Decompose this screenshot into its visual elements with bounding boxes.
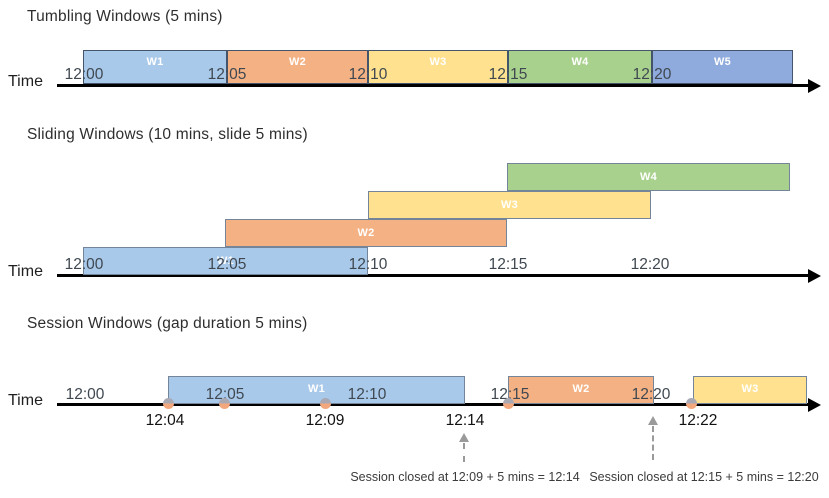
session-window-w1-label: W1 (307, 383, 326, 395)
sliding-tick-1215: 12:15 (488, 256, 528, 273)
sliding-tick-1205: 12:05 (207, 256, 247, 273)
tumbling-window-w5-label: W5 (713, 56, 732, 68)
sliding-window-w2 (225, 219, 507, 247)
event-label-1204: 12:04 (145, 412, 185, 429)
tumbling-tick-1210: 12:10 (348, 66, 388, 83)
tumbling-window-w4-label: W4 (571, 56, 589, 68)
sliding-axis-arrow-icon (808, 269, 821, 283)
tumbling-window-w3-label: W3 (429, 56, 447, 68)
event-label-1209: 12:09 (305, 412, 345, 429)
sliding-window-w3 (368, 191, 651, 219)
event-dot-1215 (503, 398, 514, 409)
sliding-window-w4-label: W4 (639, 171, 658, 183)
tumbling-window-w2-label: W2 (288, 56, 307, 68)
sliding-window-w1-label: W1 (216, 255, 235, 267)
sliding-tick-1210: 12:10 (348, 256, 388, 273)
callout-arrow-1-head-icon (459, 433, 469, 442)
tumbling-axis-line (57, 84, 812, 87)
event-label-1214: 12:14 (445, 412, 485, 429)
event-dot-1209 (320, 398, 331, 409)
tumbling-tick-1220: 12:20 (632, 66, 672, 83)
sliding-window-w1 (83, 247, 368, 275)
annotation-session-closed-1220: Session closed at 12:15 + 5 mins = 12:20 (589, 470, 819, 484)
callout-arrow-2-head-icon (648, 416, 658, 425)
callout-arrow-1-stem (463, 443, 465, 462)
callout-arrow-2-stem (652, 426, 654, 460)
tumbling-tick-1205: 12:05 (207, 66, 247, 83)
tumbling-time-label: Time (8, 73, 43, 90)
sliding-axis-line (57, 274, 812, 277)
tumbling-window-w1-label: W1 (146, 56, 164, 68)
event-label-1222: 12:22 (678, 412, 718, 429)
session-tick-1205: 12:05 (205, 386, 245, 403)
session-tick-1210: 12:10 (347, 386, 387, 403)
session-title: Session Windows (gap duration 5 mins) (27, 315, 308, 332)
sliding-time-label: Time (8, 263, 43, 280)
tumbling-tick-1200: 12:00 (64, 66, 104, 83)
session-tick-1220: 12:20 (631, 386, 671, 403)
session-axis-line (57, 403, 812, 406)
tumbling-window-w5 (652, 50, 793, 84)
event-dot-1222 (686, 398, 697, 409)
session-window-w3 (693, 376, 807, 404)
tumbling-window-w4 (508, 50, 652, 84)
tumbling-tick-1215: 12:15 (488, 66, 528, 83)
session-axis-arrow-icon (808, 398, 821, 412)
session-window-w1 (168, 376, 465, 404)
sliding-window-w4 (507, 163, 790, 191)
annotation-session-closed-1214: Session closed at 12:09 + 5 mins = 12:14 (350, 470, 580, 484)
sliding-tick-1200: 12:00 (64, 256, 104, 273)
sliding-window-w2-label: W2 (357, 227, 375, 239)
tumbling-axis-arrow-icon (808, 79, 821, 93)
tumbling-title: Tumbling Windows (5 mins) (27, 8, 223, 25)
session-window-w3-label: W3 (741, 383, 759, 395)
tumbling-window-w1 (83, 50, 227, 84)
sliding-window-w3-label: W3 (500, 199, 519, 211)
event-dot-1204 (163, 398, 174, 409)
session-tick-1200: 12:00 (65, 386, 105, 403)
session-tick-1215: 12:15 (490, 386, 530, 403)
tumbling-window-w2 (227, 50, 368, 84)
session-window-w2 (508, 376, 654, 404)
session-time-label: Time (8, 392, 43, 409)
event-dot-1205 (219, 398, 230, 409)
session-window-w2-label: W2 (572, 383, 590, 395)
sliding-tick-1220: 12:20 (630, 256, 670, 273)
sliding-title: Sliding Windows (10 mins, slide 5 mins) (27, 126, 308, 143)
tumbling-window-w3 (368, 50, 508, 84)
